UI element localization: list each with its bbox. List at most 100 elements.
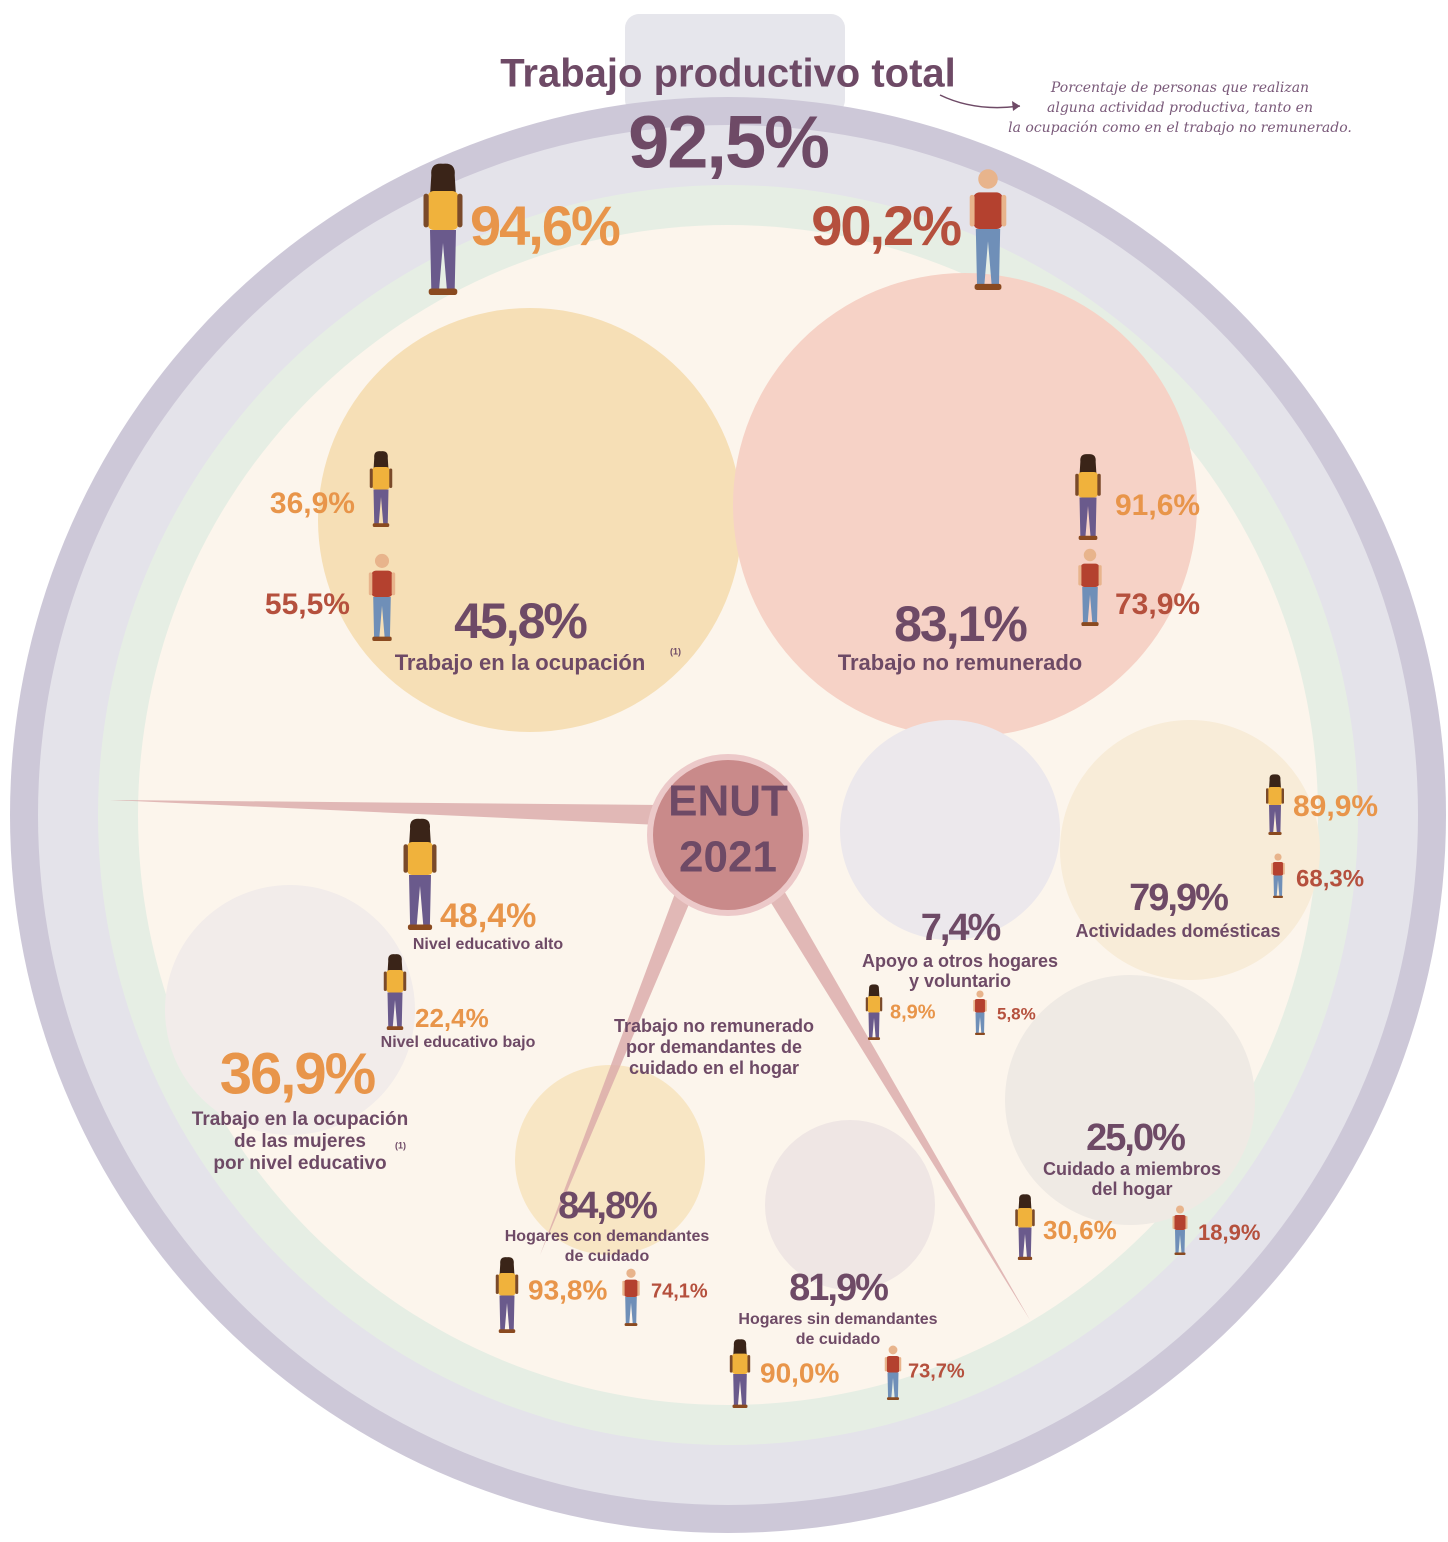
spoke <box>760 875 1030 1320</box>
hair <box>430 163 456 197</box>
arm <box>1271 862 1274 875</box>
photo-care <box>1005 975 1255 1225</box>
legs <box>733 1374 747 1406</box>
arm <box>403 971 407 991</box>
shoes <box>428 288 458 295</box>
arm <box>495 1274 499 1294</box>
label: Hogares con demandantes <box>505 1228 710 1245</box>
arm <box>880 997 883 1012</box>
photo-education <box>165 885 415 1135</box>
arm <box>1266 788 1269 804</box>
photo-domestic <box>1060 720 1320 980</box>
hair <box>373 451 389 470</box>
hair <box>1018 1194 1032 1211</box>
arm <box>1098 565 1102 586</box>
arm <box>1078 565 1082 586</box>
men-value: 18,9% <box>1198 1220 1260 1245</box>
note: la ocupación como en el trabajo no remun… <box>1008 120 1352 136</box>
shoes <box>372 523 390 527</box>
hair <box>868 984 880 999</box>
shirt <box>731 1353 749 1374</box>
arm <box>865 997 868 1012</box>
shoes <box>1268 832 1282 835</box>
woman-icon <box>403 818 437 930</box>
head <box>374 553 390 568</box>
legs <box>373 597 391 638</box>
low-label: Nivel educativo bajo <box>381 1034 536 1051</box>
hair <box>733 1339 747 1357</box>
total-value: 92,5% <box>628 101 828 184</box>
women-value: 36,9% <box>270 487 355 520</box>
photo-occupation <box>318 308 742 732</box>
head <box>976 990 984 998</box>
photo-with <box>515 1065 705 1255</box>
heading: Trabajo no remunerado <box>614 1016 814 1036</box>
label: Apoyo a otros hogares <box>862 951 1058 971</box>
shoes <box>407 924 433 930</box>
arm <box>747 1354 751 1373</box>
head <box>1083 548 1097 562</box>
arm <box>637 1280 640 1296</box>
arm <box>369 468 373 488</box>
women-value: 30,6% <box>1043 1215 1117 1245</box>
shoes <box>867 1037 881 1040</box>
label: Cuidado a miembros <box>1043 1159 1221 1179</box>
arm <box>622 1280 625 1296</box>
shoes <box>1078 535 1098 540</box>
legs <box>499 1295 515 1330</box>
arrow-head <box>1012 101 1020 111</box>
man-icon <box>1078 548 1102 626</box>
photo-support <box>840 720 1060 940</box>
value: 84,8% <box>558 1185 657 1227</box>
value: 45,8% <box>454 593 587 649</box>
woman-icon <box>383 954 407 1030</box>
label: de cuidado <box>565 1248 650 1265</box>
head <box>978 169 998 189</box>
arm <box>1097 473 1101 496</box>
heading: cuidado en el hogar <box>629 1058 799 1078</box>
arm <box>1001 194 1007 227</box>
woman-icon <box>865 984 883 1040</box>
stopwatch-crown <box>625 14 845 114</box>
shirt <box>1017 1208 1033 1228</box>
woman-icon <box>1075 454 1101 540</box>
note-arrow <box>939 94 1021 109</box>
center-text: ENUT <box>668 777 788 826</box>
women-total: 94,6% <box>470 194 620 257</box>
label: de cuidado <box>796 1331 881 1348</box>
man-icon <box>1271 853 1285 898</box>
value: 36,9% <box>220 1041 376 1106</box>
men-total: 90,2% <box>811 194 961 257</box>
hair <box>409 818 431 847</box>
shoes <box>975 1032 985 1035</box>
shirt <box>498 1273 516 1296</box>
legs <box>1018 1227 1032 1258</box>
shirt <box>427 191 459 230</box>
high-label: Nivel educativo alto <box>413 936 563 953</box>
shirt <box>974 999 986 1013</box>
shoes <box>624 1323 638 1326</box>
label: Actividades domésticas <box>1075 921 1280 941</box>
photo-unpaid <box>733 273 1197 737</box>
center-badge <box>647 754 809 916</box>
arm <box>432 844 437 873</box>
men-value: 68,3% <box>1296 865 1364 892</box>
arm <box>1185 1216 1188 1229</box>
shirt <box>1267 787 1283 805</box>
spoke <box>110 800 660 825</box>
shirt <box>886 1356 900 1373</box>
shirt <box>1080 563 1100 587</box>
woman-icon <box>423 163 463 295</box>
shoes <box>974 283 1002 290</box>
value: 81,9% <box>789 1267 888 1309</box>
hair <box>499 1257 515 1276</box>
arm <box>383 971 387 991</box>
shoes <box>732 1404 748 1408</box>
shirt <box>372 467 390 490</box>
arm <box>368 572 373 596</box>
legs <box>1269 805 1281 833</box>
value: 83,1% <box>894 596 1027 652</box>
women-value: 89,9% <box>1293 790 1378 823</box>
label: y voluntario <box>909 971 1011 991</box>
